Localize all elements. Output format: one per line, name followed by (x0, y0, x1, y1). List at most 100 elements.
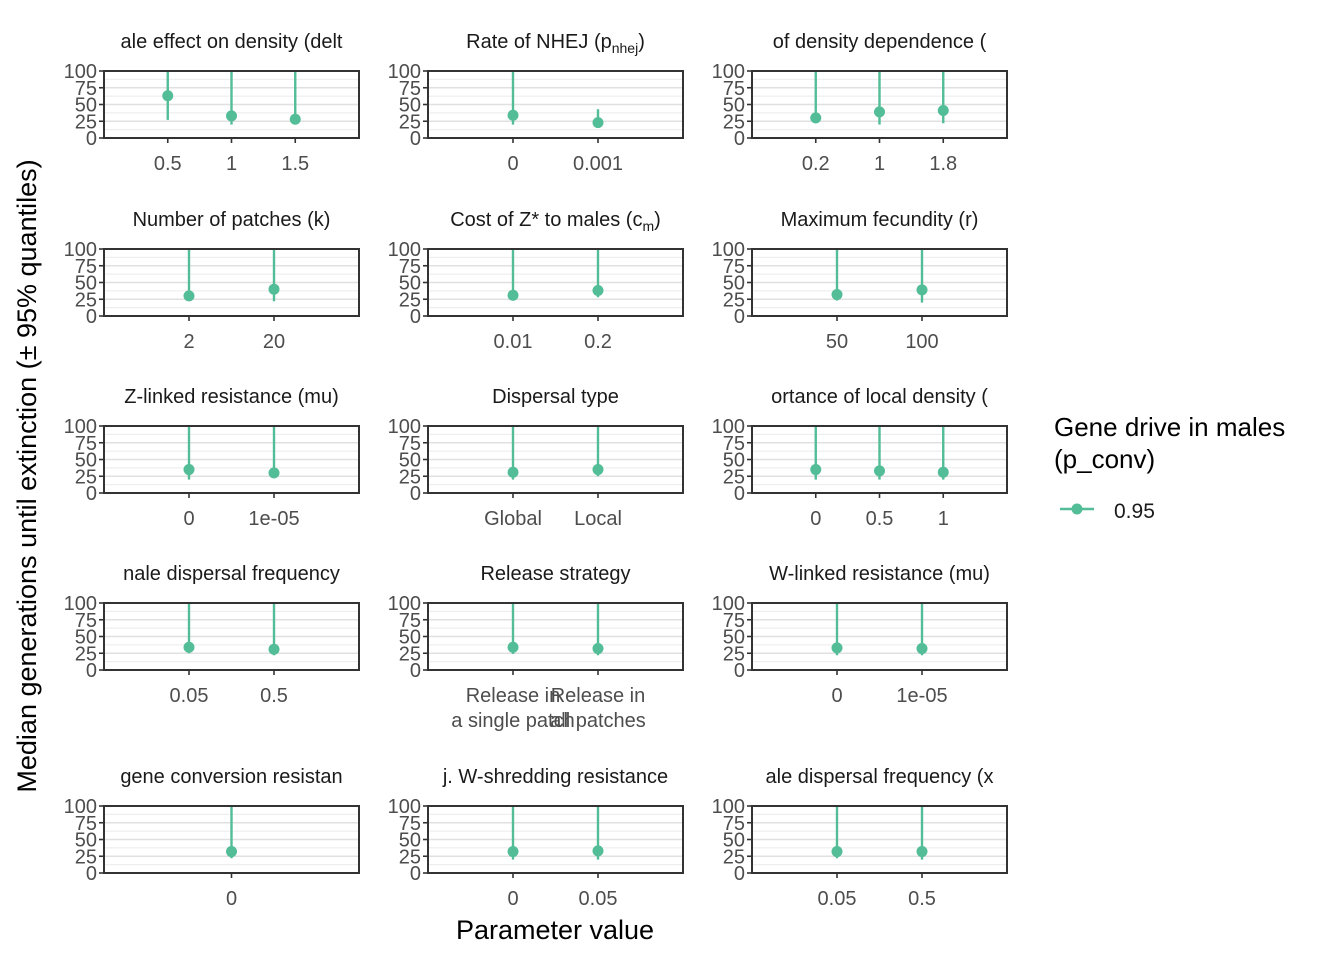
data-point (592, 845, 604, 857)
y-tick-label: 100 (64, 416, 97, 438)
x-tick-label: all patches (550, 710, 646, 732)
data-point (831, 289, 843, 301)
data-point (226, 846, 237, 858)
marks-group (831, 603, 928, 656)
y-tick-label: 25 (723, 289, 745, 311)
y-tick-label: 100 (388, 61, 421, 83)
y-tick-label: 50 (723, 273, 745, 295)
y-tick-label: 75 (723, 433, 745, 455)
y-tick-label: 25 (723, 111, 745, 133)
y-tick-label: 75 (399, 433, 421, 455)
y-tick-label: 25 (75, 111, 97, 133)
strip-title-group: j. W-shredding resistance (442, 766, 668, 788)
data-point (289, 113, 301, 125)
y-tick-label: 0 (734, 128, 745, 150)
strip-title: of density dependence ( (773, 31, 987, 53)
y-tick-label: 25 (399, 289, 421, 311)
x-tick-label: 0.5 (154, 153, 182, 175)
data-point (226, 110, 237, 122)
y-tick-label: 50 (399, 450, 421, 472)
y-tick-label: 50 (399, 95, 421, 117)
y-tick-label: 100 (388, 796, 421, 818)
y-tick-label: 25 (75, 846, 97, 868)
data-point (268, 467, 280, 479)
x-tick-label: 0.5 (260, 685, 288, 707)
y-tick-label: 50 (723, 95, 745, 117)
marks-group (507, 249, 604, 301)
x-tick-label: 1e-05 (248, 508, 299, 530)
y-tick-label: 25 (75, 289, 97, 311)
y-tick-label: 0 (86, 483, 97, 505)
data-point (937, 105, 949, 117)
x-tick-label: 0 (183, 508, 194, 530)
marks-group (183, 426, 280, 480)
data-point (916, 284, 928, 296)
x-tick-label: 50 (826, 331, 848, 353)
x-tick-label: 1e-05 (896, 685, 947, 707)
y-tick-label: 75 (75, 813, 97, 835)
x-tick-label: 0.001 (573, 153, 623, 175)
data-point (268, 283, 280, 295)
y-tick-label: 0 (734, 306, 745, 328)
data-point (810, 464, 822, 476)
y-tick-label: 50 (75, 273, 97, 295)
y-tick-label: 100 (712, 416, 745, 438)
marks-group (162, 71, 301, 125)
strip-title-group: ale dispersal frequency (x (766, 766, 994, 788)
y-tick-label: 50 (723, 450, 745, 472)
data-point (937, 466, 949, 478)
legend-title-line2: (p_conv) (1054, 444, 1155, 474)
y-tick-label: 25 (399, 466, 421, 488)
y-tick-label: 100 (712, 796, 745, 818)
x-tick-label: 0 (831, 685, 842, 707)
strip-title-group: Maximum fecundity (r) (781, 209, 979, 231)
data-point (592, 117, 604, 129)
x-tick-label: Release in (551, 685, 646, 707)
y-tick-label: 0 (86, 863, 97, 885)
y-tick-label: 0 (734, 863, 745, 885)
y-tick-label: 100 (388, 416, 421, 438)
x-tick-label: 1.5 (281, 153, 309, 175)
legend: Gene drive in males (p_conv) 0.95 (1054, 412, 1285, 523)
marks-group (831, 806, 928, 860)
strip-title-group: nale dispersal frequency (123, 563, 340, 585)
y-tick-label: 50 (723, 627, 745, 649)
x-tick-label: 100 (905, 331, 938, 353)
strip-title: gene conversion resistan (120, 766, 342, 788)
y-tick-label: 25 (399, 111, 421, 133)
y-tick-label: 100 (64, 239, 97, 261)
y-tick-label: 75 (723, 256, 745, 278)
strip-title: Z-linked resistance (mu) (124, 386, 339, 408)
data-point (874, 465, 885, 477)
strip-title: Number of patches (k) (133, 209, 331, 231)
data-point (874, 106, 885, 118)
y-tick-label: 50 (399, 627, 421, 649)
data-point (268, 643, 280, 655)
x-tick-label: 0 (507, 153, 518, 175)
y-tick-label: 75 (399, 813, 421, 835)
marks-group (226, 806, 237, 859)
y-tick-label: 75 (75, 433, 97, 455)
y-tick-label: 25 (723, 643, 745, 665)
x-tick-label: 1.8 (929, 153, 957, 175)
y-tick-label: 75 (399, 610, 421, 632)
strip-title-group: ale effect on density (delt (121, 31, 343, 53)
y-tick-label: 75 (75, 78, 97, 100)
marks-group (810, 426, 949, 480)
strip-title: Dispersal type (492, 386, 619, 408)
x-tick-label: 1 (226, 153, 237, 175)
y-tick-label: 100 (388, 593, 421, 615)
x-tick-label: 0.5 (908, 888, 936, 910)
y-tick-label: 75 (723, 610, 745, 632)
y-tick-label: 25 (399, 846, 421, 868)
data-point (810, 112, 822, 124)
legend-title-line1: Gene drive in males (1054, 412, 1285, 442)
